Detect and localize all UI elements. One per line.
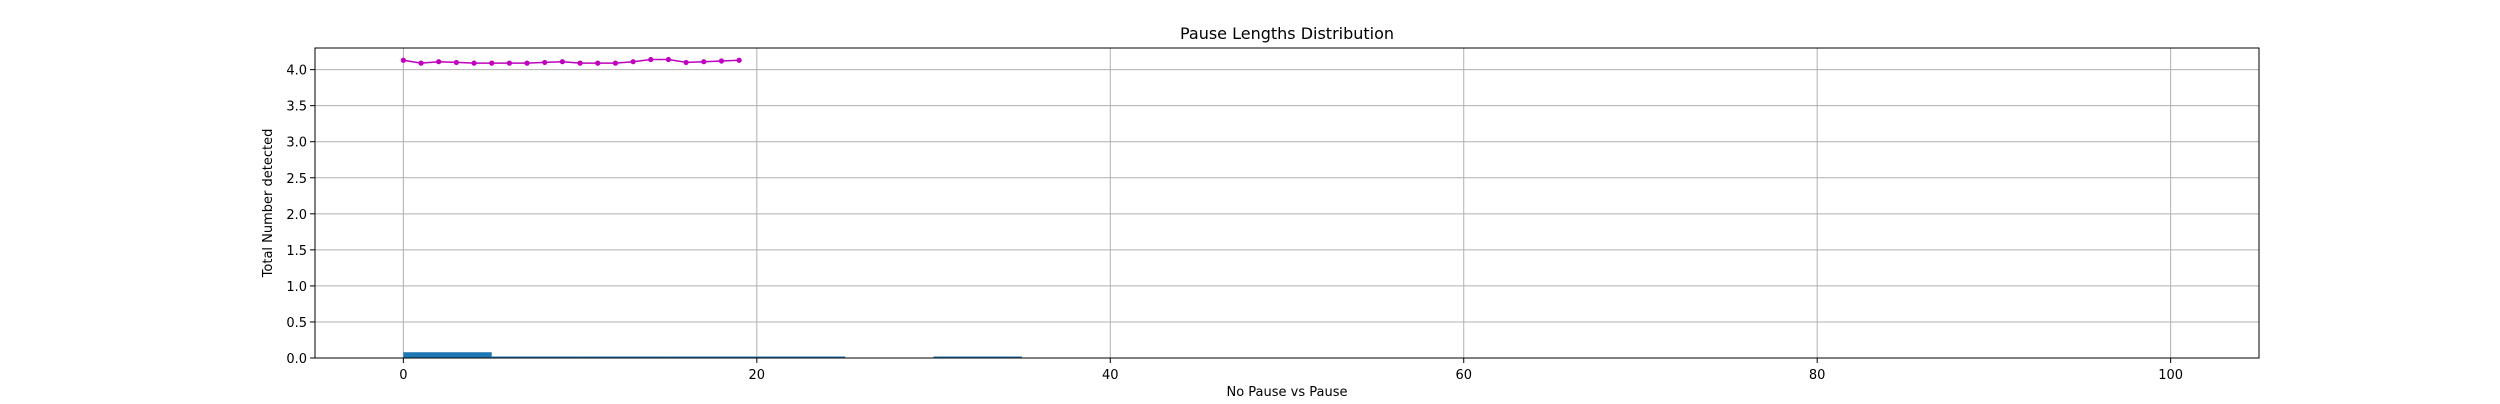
x-tick-label: 60 [1455,368,1472,383]
series-point [436,59,442,65]
grid-layer [315,48,2259,359]
x-tick-label: 100 [2158,368,2183,383]
series-point [542,59,548,66]
y-tick-label: 3.0 [286,136,307,151]
series-point [524,60,530,66]
series-point [683,59,689,66]
series-point [701,59,707,65]
y-tick-label: 3.5 [286,100,307,115]
series-point [718,58,725,64]
x-tick-label: 20 [749,368,766,383]
histogram-bar [580,356,669,358]
series-point [506,60,512,66]
y-tick-label: 2.0 [286,208,307,223]
y-tick-label: 4.0 [286,64,307,79]
chart-title: Pause Lengths Distribution [1180,24,1394,43]
plot-frame [314,47,2260,359]
series-point [665,56,672,63]
y-axis-ticks: 0.0 0.5 1.0 1.5 2.0 2.5 3.0 3.5 4.0 [286,64,315,367]
y-tick-label: 1.5 [286,244,307,259]
series-point [648,56,654,63]
plot-background [315,48,2259,358]
histogram-bar [933,356,1022,358]
line-layer [400,56,742,66]
histogram-bar [403,352,492,358]
x-tick-label: 0 [399,368,407,383]
y-tick-label: 0.0 [286,352,307,367]
series-point [471,60,477,66]
histogram-bar [491,356,581,358]
series-point [595,60,601,66]
series-point [400,57,406,63]
x-tick-label: 80 [1809,368,1826,383]
series-point [577,60,583,66]
histogram-bar [756,356,846,358]
series-point [418,60,424,66]
series-point [612,60,619,66]
histogram-bar [668,356,757,358]
x-axis-ticks: 0 20 40 60 80 100 [399,358,2183,383]
series-point [630,59,636,65]
series-point [453,59,459,66]
y-tick-label: 1.0 [286,280,307,295]
series-point [489,60,495,66]
series-point [736,57,742,63]
y-tick-label: 2.5 [286,172,307,187]
series-line [403,58,740,64]
y-tick-label: 0.5 [286,316,307,331]
y-axis-label: Total Number detected [261,129,276,279]
x-tick-label: 40 [1102,368,1119,383]
series-point [559,59,566,65]
x-axis-label: No Pause vs Pause [1226,385,1347,400]
bar-layer [403,352,1022,358]
